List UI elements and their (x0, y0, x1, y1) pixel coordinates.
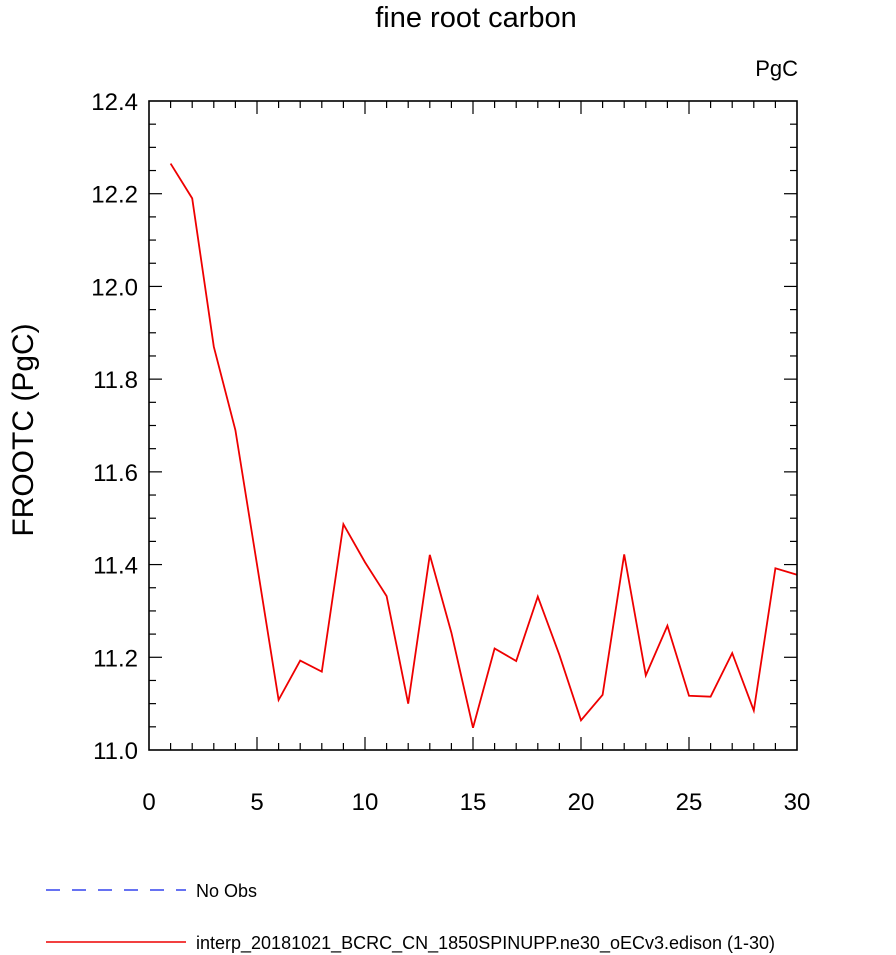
x-tick-label: 10 (352, 789, 379, 816)
y-tick-labels: 11.0 11.2 11.4 11.6 11.8 12.0 12.2 12.4 (91, 89, 138, 765)
y-tick-label: 11.0 (93, 738, 138, 765)
y-tick-label: 12.0 (91, 274, 138, 301)
axis-ticks (149, 101, 797, 750)
y-tick-label: 12.2 (91, 182, 138, 209)
x-tick-label: 5 (250, 789, 263, 816)
y-tick-label: 11.2 (93, 645, 138, 672)
x-tick-label: 15 (460, 789, 487, 816)
legend: No Obs interp_20181021_BCRC_CN_1850SPINUP… (46, 881, 775, 954)
y-tick-label: 12.4 (91, 89, 138, 116)
data-series (169, 163, 798, 728)
chart-title: fine root carbon (375, 2, 577, 34)
units-label: PgC (755, 56, 798, 81)
y-tick-label: 11.6 (93, 460, 138, 487)
x-tick-label: 30 (784, 789, 811, 816)
x-tick-label: 20 (568, 789, 595, 816)
legend-entry: interp_20181021_BCRC_CN_1850SPINUPP.ne30… (196, 933, 775, 954)
y-tick-label: 11.4 (93, 553, 138, 580)
y-axis-label: FROOTC (PgC) (7, 323, 40, 536)
x-tick-label: 0 (142, 789, 155, 816)
x-tick-label: 25 (676, 789, 703, 816)
series-line (169, 163, 798, 728)
legend-entry: No Obs (196, 881, 257, 901)
y-tick-label: 11.8 (93, 367, 138, 394)
plot-frame (148, 100, 798, 751)
x-tick-labels: 0 5 10 15 20 25 30 (142, 789, 810, 816)
